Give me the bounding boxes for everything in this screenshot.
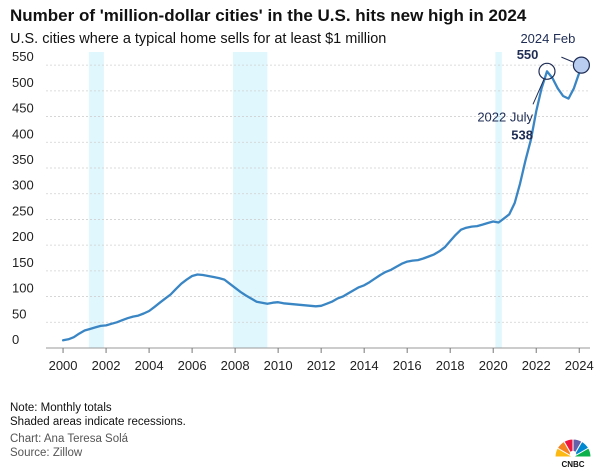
x-tick-label: 2020 [479, 358, 508, 373]
series-line [61, 63, 583, 342]
y-tick-label: 100 [12, 281, 34, 296]
recession-band [495, 52, 502, 348]
y-tick-label: 350 [12, 152, 34, 167]
y-tick-label: 50 [12, 306, 26, 321]
annotation-label: 2022 July [477, 109, 533, 124]
y-tick-label: 500 [12, 75, 34, 90]
chart-source: Source: Zillow [10, 447, 83, 459]
annotation-leader [561, 56, 574, 63]
y-axis-ticks: 0 50 100 150 200 250 300 350 400 450 500 550 [12, 49, 34, 347]
peacock-feather [571, 447, 592, 458]
y-tick-label: 450 [12, 101, 34, 116]
x-tick-label: 2010 [264, 358, 293, 373]
note-monthly: Note: Monthly totals [10, 402, 112, 414]
annotation-marker [538, 62, 556, 80]
annotation-label: 2024 Feb [520, 31, 575, 46]
peacock-icon [554, 438, 592, 459]
chart-subtitle: U.S. cities where a typical home sells f… [10, 31, 387, 47]
y-tick-label: 300 [12, 178, 34, 193]
chart-credits: Chart: Ana Teresa Solá Source: Zillow [10, 432, 128, 460]
x-tick-label: 2012 [307, 358, 336, 373]
x-tick-label: 2014 [350, 358, 379, 373]
y-tick-label: 400 [12, 126, 34, 141]
recession-bands [88, 52, 502, 348]
x-axis-ticks: 2000 2002 2004 2006 2008 2010 2012 2014 2016 2018… [49, 348, 594, 373]
x-tick-label: 2022 [522, 358, 551, 373]
y-tick-label: 550 [12, 49, 34, 64]
x-tick-label: 2000 [49, 358, 78, 373]
x-tick-label: 2018 [436, 358, 465, 373]
x-tick-label: 2024 [565, 358, 594, 373]
x-tick-label: 2006 [178, 358, 207, 373]
chart-title: Number of 'million-dollar cities' in the… [10, 6, 527, 25]
logo-text: CNBC [561, 460, 585, 469]
recession-band [88, 52, 104, 348]
peacock-body [569, 450, 577, 458]
cnbc-logo: CNBC [554, 435, 592, 469]
y-tick-label: 150 [12, 255, 34, 270]
chart-credit: Chart: Ana Teresa Solá [10, 433, 129, 445]
gridlines [46, 64, 590, 349]
annotation-value: 538 [511, 127, 533, 142]
chart-notes: Note: Monthly totals Shaded areas indica… [10, 401, 186, 429]
y-tick-label: 250 [12, 203, 34, 218]
y-tick-label: 0 [12, 332, 19, 347]
x-tick-label: 2004 [135, 358, 164, 373]
x-tick-label: 2002 [92, 358, 121, 373]
annotation-leader [532, 79, 545, 105]
x-tick-label: 2016 [393, 358, 422, 373]
annotation-marker [572, 56, 590, 74]
x-tick-label: 2008 [221, 358, 250, 373]
annotation-value: 550 [517, 47, 539, 62]
note-recessions: Shaded areas indicate recessions. [10, 416, 186, 428]
y-tick-label: 200 [12, 229, 34, 244]
